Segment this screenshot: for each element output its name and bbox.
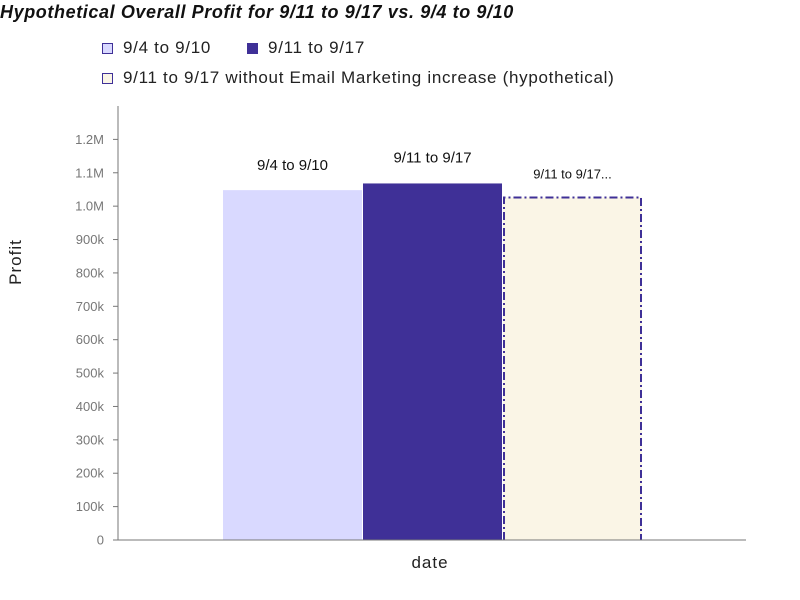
- y-tick-label-9: 900k: [76, 232, 105, 247]
- chart-title: Hypothetical Overall Profit for 9/11 to …: [0, 2, 514, 22]
- x-axis-title: date: [411, 553, 448, 572]
- axes-layer: 0 100k 200k 300k 400k 500k 600k 700k 800k 900k 1.0…: [75, 106, 746, 548]
- legend-row-1: 9/4 to 9/10 9/11 to 9/17: [102, 38, 782, 58]
- legend-label-hypothetical: 9/11 to 9/17 without Email Marketing inc…: [123, 68, 615, 87]
- bars-layer: [223, 183, 642, 541]
- bar-after: [363, 183, 502, 540]
- bar-hypothetical: [503, 197, 642, 540]
- legend-swatch-before: [102, 42, 113, 54]
- y-tick-label-0: 0: [97, 533, 104, 548]
- y-tick-label-11: 1.1M: [75, 165, 104, 180]
- y-tick-label-7: 700k: [76, 299, 105, 314]
- legend-swatch-after: [247, 42, 259, 54]
- legend-item-after[interactable]: 9/11 to 9/17: [247, 38, 365, 58]
- legend-label-after: 9/11 to 9/17: [268, 38, 365, 57]
- y-tick-label-5: 500k: [76, 366, 105, 381]
- y-tick-label-10: 1.0M: [75, 199, 104, 214]
- bar-label-2: 9/11 to 9/17: [393, 149, 471, 166]
- bar-label-3: 9/11 to 9/17...: [533, 166, 612, 181]
- legend-row-2: 9/11 to 9/17 without Email Marketing inc…: [102, 68, 782, 88]
- y-tick-label-6: 600k: [76, 332, 105, 347]
- y-axis-title: Profit: [6, 239, 25, 285]
- legend-item-before[interactable]: 9/4 to 9/10: [102, 38, 211, 58]
- bar-labels-layer: 9/4 to 9/10 9/11 to 9/17 9/11 to 9/17...: [257, 149, 612, 181]
- y-tick-label-12: 1.2M: [75, 132, 104, 147]
- legend-item-hypothetical[interactable]: 9/11 to 9/17 without Email Marketing inc…: [102, 68, 614, 88]
- y-tick-label-3: 300k: [76, 432, 105, 447]
- y-tick-label-8: 800k: [76, 265, 105, 280]
- legend-label-before: 9/4 to 9/10: [123, 38, 212, 57]
- bar-label-1: 9/4 to 9/10: [257, 157, 328, 174]
- bar-hypothetical-outline: [503, 196, 642, 540]
- bar-before: [223, 190, 362, 541]
- legend-swatch-hypothetical: [102, 72, 113, 84]
- y-tick-label-2: 200k: [76, 466, 105, 481]
- y-tick-label-1: 100k: [76, 499, 105, 514]
- chart-legend: 9/4 to 9/10 9/11 to 9/17 9/11 to 9/17 wi…: [102, 38, 782, 98]
- y-tick-label-4: 400k: [76, 399, 105, 414]
